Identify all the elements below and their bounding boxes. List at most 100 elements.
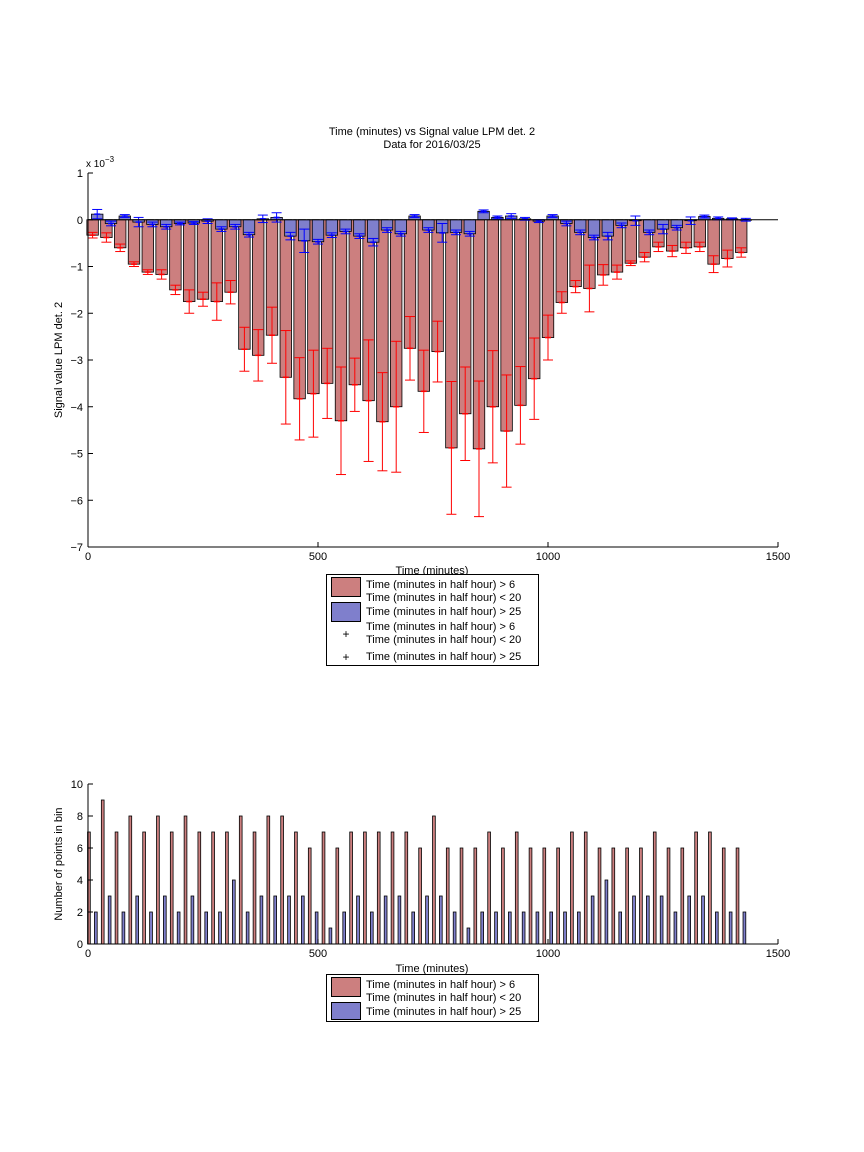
blue-count-bar [163, 895, 167, 945]
red-count-bar [294, 831, 298, 945]
legend-blue-plus-line1: Time (minutes in half hour) > 25 [366, 651, 521, 663]
red-count-bar [501, 847, 505, 945]
signal-y-label: Signal value LPM det. 2 [53, 302, 65, 418]
red-signal-bar [555, 219, 568, 303]
count-chart: 0 500 1000 1500 10 8 6 4 2 0 Time (minutes) Numbe… [53, 779, 790, 1022]
blue-count-bar [452, 911, 457, 945]
signal-y-tick-label: −1 [70, 262, 83, 274]
red-count-bar [473, 847, 478, 945]
red-count-bar [280, 815, 284, 945]
blue-count-bar [466, 927, 471, 945]
signal-x-tick-label: 500 [309, 551, 327, 563]
blue-count-bar [149, 911, 153, 945]
blue-count-bar [535, 911, 540, 945]
red-count-bar [625, 847, 629, 945]
legend-blue-bar-line1: Time (minutes in half hour) > 25 [366, 606, 521, 618]
blue-count-bar [287, 895, 291, 945]
blue-count-bar [411, 911, 415, 945]
blue-count-bar [397, 895, 402, 945]
red-count-bar [694, 831, 698, 945]
signal-chart: Time (minutes) vs Signal value LPM det. … [53, 126, 790, 666]
count-x-tick-label: 1500 [766, 948, 790, 960]
blue-count-bar [107, 895, 112, 945]
blue-count-bar [577, 911, 581, 945]
blue-count-bar [728, 911, 733, 945]
legend-blue-plus-marker: + [342, 650, 349, 664]
legend-red-bar-line1: Time (minutes in half hour) > 6 [366, 579, 515, 591]
red-count-bar [680, 847, 685, 945]
red-count-bar [570, 831, 574, 945]
blue-count-bar [659, 895, 664, 945]
red-count-bar [735, 847, 740, 945]
signal-axes: 0 500 1000 1500 1 0 −1 −2 −3 −4 −5 −6 −7 [70, 168, 790, 563]
blue-count-bar [383, 895, 388, 945]
count-y-tick-label: 4 [77, 875, 83, 887]
blue-count-bar [176, 911, 181, 945]
red-count-bar [142, 831, 146, 945]
count-x-tick-label: 1000 [536, 948, 560, 960]
count-legend-box [326, 974, 539, 1022]
count-legend-swatch-blue [331, 1002, 361, 1020]
blue-count-bar [604, 879, 609, 945]
count-y-tick-label: 8 [77, 811, 83, 823]
blue-count-bar [218, 911, 222, 945]
count-x-label: Time (minutes) [396, 963, 469, 975]
legend-swatch-blue-bar [331, 602, 361, 622]
count-x-tick-label: 0 [85, 948, 91, 960]
blue-count-bar [301, 895, 305, 945]
blue-count-bar [245, 911, 250, 945]
blue-count-bar [590, 895, 595, 945]
blue-signal-bar [311, 219, 325, 243]
signal-y-tick-label: −3 [70, 355, 83, 367]
count-legend-red-line2: Time (minutes in half hour) < 20 [366, 992, 521, 1004]
blue-count-bar [273, 895, 277, 945]
blue-count-bar [425, 895, 429, 945]
blue-count-bar [439, 895, 443, 945]
blue-count-bar [687, 895, 692, 945]
red-count-bar [321, 831, 326, 945]
legend-red-plus-line1: Time (minutes in half hour) > 6 [366, 621, 515, 633]
signal-error-bars [87, 208, 751, 518]
blue-count-bar [521, 911, 526, 945]
red-count-bar [514, 831, 519, 945]
red-signal-bar [183, 219, 196, 302]
red-count-bar [487, 831, 491, 945]
signal-y-exponent: x 10−3 [86, 155, 115, 170]
blue-count-bar [190, 895, 195, 945]
blue-count-bar [480, 911, 484, 945]
red-count-bar [390, 831, 395, 945]
red-count-bar [238, 815, 243, 945]
signal-x-tick-label: 1000 [536, 551, 560, 563]
blue-count-bar [121, 911, 126, 945]
red-count-bar [721, 847, 726, 945]
count-y-tick-label: 2 [77, 907, 83, 919]
signal-y-exponent-power: −3 [105, 155, 115, 164]
red-count-bar [445, 847, 450, 945]
red-count-bar [335, 847, 340, 945]
count-legend: Time (minutes in half hour) > 6 Time (mi… [326, 974, 539, 1022]
blue-count-bar [618, 911, 623, 945]
red-count-bar [376, 831, 381, 945]
signal-legend-box [326, 574, 539, 666]
blue-count-bar [508, 911, 512, 945]
blue-count-bar [342, 911, 346, 945]
red-count-bar [639, 847, 643, 945]
count-bars [87, 799, 747, 945]
signal-chart-title: Time (minutes) vs Signal value LPM det. … [329, 126, 535, 138]
red-count-bar [432, 815, 436, 945]
count-legend-red-line1: Time (minutes in half hour) > 6 [366, 979, 515, 991]
blue-count-bar [328, 927, 333, 945]
count-y-tick-label: 6 [77, 843, 83, 855]
blue-count-bar [356, 895, 360, 945]
signal-x-tick-label: 1500 [766, 551, 790, 563]
blue-count-bar [563, 911, 567, 945]
blue-count-bar [632, 895, 636, 945]
blue-count-bar [204, 911, 208, 945]
red-count-bar [169, 831, 174, 945]
count-legend-blue-line1: Time (minutes in half hour) > 25 [366, 1006, 521, 1018]
red-count-bar [528, 847, 533, 945]
signal-y-tick-label: −2 [70, 308, 83, 320]
red-count-bar [211, 831, 215, 945]
signal-y-tick-label: −7 [70, 542, 83, 554]
